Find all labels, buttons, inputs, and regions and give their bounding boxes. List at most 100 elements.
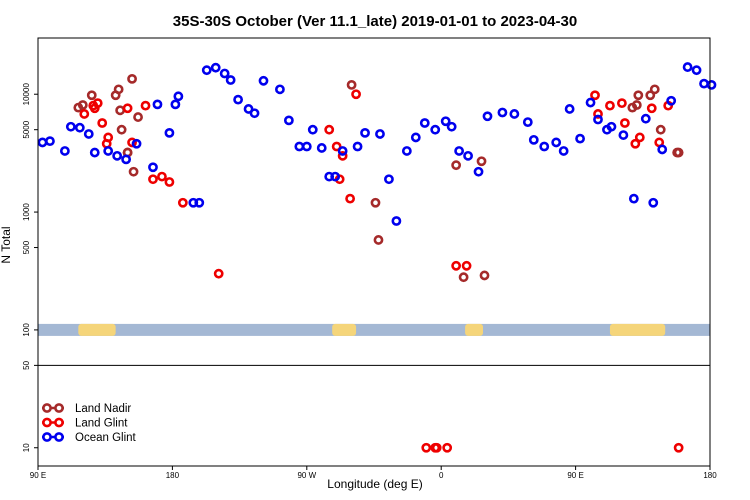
ocean-glint-point: [640, 113, 651, 124]
ocean-glint-point: [430, 124, 441, 135]
ocean-glint-point: [74, 122, 85, 133]
y-tick-label: 10000: [22, 83, 31, 106]
land-nadir-point: [451, 160, 462, 171]
ocean-glint-point: [233, 94, 244, 105]
land-nadir-point: [128, 166, 139, 177]
ocean-glint-point: [585, 97, 596, 108]
ocean-glint-point: [657, 144, 668, 155]
ocean-glint-point: [275, 84, 285, 95]
ocean-glint-point: [440, 116, 451, 127]
ocean-glint-point: [121, 154, 132, 165]
y-axis-label: N Total: [0, 226, 13, 263]
land-glint-point: [431, 442, 442, 453]
land-glint-point: [331, 141, 342, 152]
y-tick-label: 5000: [22, 120, 31, 138]
land-glint-point: [442, 442, 453, 453]
land-glint-point: [351, 89, 361, 100]
ocean-glint-point: [89, 147, 100, 158]
ocean-glint-point: [401, 146, 412, 156]
ocean-glint-point: [564, 104, 575, 114]
land-nadir-point: [458, 272, 469, 283]
ocean-glint-point: [410, 132, 421, 143]
ocean-glint-point: [606, 121, 617, 132]
x-tick-label: 0: [439, 471, 444, 480]
x-axis: 90 E 180 90 W 0 90 E 180: [30, 466, 717, 480]
ocean-glint-point: [249, 108, 260, 119]
land-glint-point: [593, 109, 603, 119]
land-glint-point: [337, 150, 348, 161]
land-glint-point: [324, 124, 335, 135]
ocean-glint-point: [593, 114, 603, 125]
land-glint-point: [97, 118, 108, 128]
land-glint-point: [616, 98, 627, 109]
land-nadir-point: [116, 124, 127, 135]
legend-marker-ocean-glint: [54, 432, 64, 442]
legend: Land Nadir Land Glint Ocean Glint: [42, 403, 137, 444]
legend-marker-land-glint: [54, 417, 64, 428]
ocean-glint-point: [131, 138, 142, 149]
ocean-glint-point: [210, 62, 221, 73]
land-nadir-point: [479, 270, 490, 281]
land-glint-point: [92, 98, 103, 109]
ocean-glint-point: [691, 65, 702, 76]
land-glint-point: [157, 171, 167, 182]
ocean-glint-point: [666, 95, 677, 106]
ocean-glint-point: [497, 107, 508, 118]
x-tick-label: 90 E: [567, 471, 583, 480]
land-glint-point: [646, 103, 657, 114]
ocean-glint-point: [225, 75, 236, 85]
land-nadir-point: [115, 105, 126, 116]
land-nadir-point: [476, 156, 487, 167]
ocean-glint-point: [628, 193, 639, 204]
ocean-glint-point: [37, 137, 48, 148]
y-axis: 10 50 100 500 1000 5000 10000: [22, 83, 38, 452]
ocean-glint-point: [83, 129, 94, 139]
ocean-glint-point: [45, 136, 55, 147]
legend-marker-land-glint: [42, 417, 52, 428]
data-points: [37, 62, 717, 453]
legend-label-land-nadir: Land Nadir: [75, 403, 131, 415]
land-glint-point: [127, 137, 137, 148]
ocean-glint-point: [539, 141, 550, 152]
ocean-glint-point: [682, 62, 693, 72]
ocean-glint-point: [201, 65, 212, 76]
ocean-glint-point: [330, 171, 341, 182]
ocean-glint-point: [152, 99, 163, 110]
x-tick-label: 180: [703, 471, 717, 480]
land-glint-point: [634, 132, 645, 143]
ocean-glint-point: [618, 130, 629, 140]
land-nadir-point: [370, 197, 381, 208]
ocean-glint-point: [463, 150, 473, 161]
ocean-glint-point: [103, 146, 114, 156]
ocean-glint-point: [170, 99, 181, 110]
land-segment: [78, 323, 116, 336]
land-nadir-point: [86, 90, 97, 101]
x-tick-label: 90 W: [297, 471, 316, 480]
ocean-glint-point: [482, 111, 493, 122]
ocean-glint-point: [173, 91, 184, 102]
ocean-glint-point: [337, 146, 348, 156]
land-glint-point: [122, 103, 133, 114]
land-nadir-point: [113, 84, 124, 95]
chart-title: 35S-30S October (Ver 11.1_late) 2019-01-…: [173, 13, 577, 30]
ocean-glint-point: [575, 133, 585, 144]
land-nadir-point: [649, 84, 660, 95]
legend-marker-ocean-glint: [42, 432, 52, 442]
ocean-glint-point: [316, 143, 327, 153]
ocean-glint-point: [301, 141, 312, 152]
land-segment: [332, 323, 357, 336]
ocean-glint-point: [59, 146, 70, 156]
land-glint-point: [140, 100, 151, 111]
land-nadir-point: [631, 100, 642, 110]
ocean-glint-point: [148, 162, 158, 173]
land-glint-point: [461, 260, 472, 271]
ocean-glint-point: [419, 118, 430, 128]
ocean-glint-point: [699, 78, 709, 89]
ocean-glint-point: [283, 115, 294, 126]
ocean-glint-point: [551, 137, 562, 148]
ocean-glint-point: [384, 174, 394, 185]
land-nadir-point: [373, 235, 384, 245]
y-tick-label: 100: [22, 323, 31, 337]
ocean-glint-point: [375, 129, 385, 139]
